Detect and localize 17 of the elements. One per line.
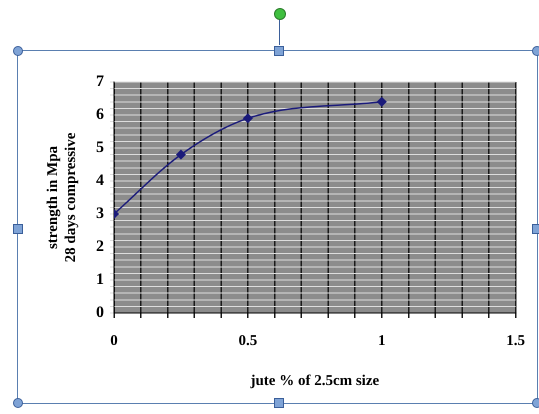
point [243, 114, 253, 124]
y-tick-label: 2 [96, 238, 104, 256]
point [176, 150, 186, 160]
y-tick-label: 1 [96, 271, 104, 288]
x-axis-title: jute % of 2.5cm size [249, 372, 380, 389]
y-tick-label: 6 [96, 106, 104, 124]
y-tick-label: 4 [96, 172, 104, 190]
point [377, 97, 386, 107]
y-tick-label: 7 [96, 73, 104, 90]
x-tick-label: 1.5 [506, 332, 525, 349]
y-axis-title: strength in Mpa 28 days compressive [44, 132, 79, 262]
x-tick-label: 0.5 [238, 332, 258, 349]
x-tick-label: 1 [378, 332, 386, 349]
y-tick-label: 3 [96, 205, 104, 222]
y-tick-label: 5 [96, 139, 104, 156]
x-tick-label: 0 [110, 332, 118, 349]
y-tick-label: 0 [96, 304, 104, 322]
